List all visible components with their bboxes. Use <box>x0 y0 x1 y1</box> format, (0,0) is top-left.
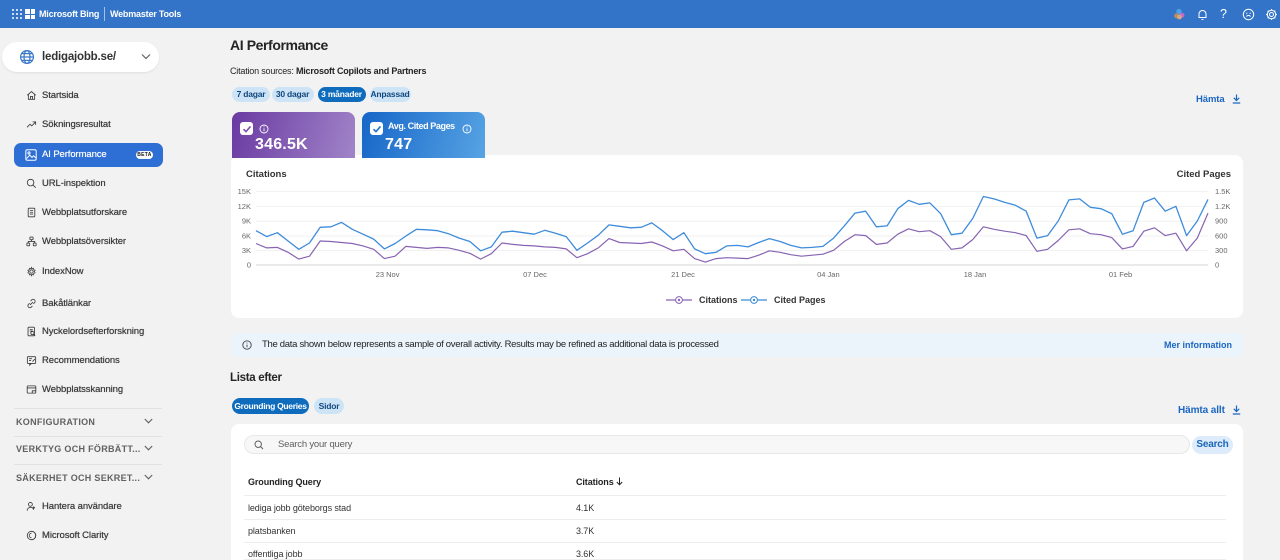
svg-text:300: 300 <box>1215 246 1228 255</box>
svg-text:0: 0 <box>247 261 251 270</box>
svg-text:01 Feb: 01 Feb <box>1109 270 1132 279</box>
svg-text:Cited Pages: Cited Pages <box>774 295 826 305</box>
svg-text:07 Dec: 07 Dec <box>523 270 547 279</box>
svg-text:Cited Pages: Cited Pages <box>1177 169 1231 180</box>
svg-text:Citations: Citations <box>699 295 738 305</box>
svg-text:900: 900 <box>1215 217 1228 226</box>
svg-text:21 Dec: 21 Dec <box>671 270 695 279</box>
svg-text:9K: 9K <box>242 217 251 226</box>
svg-text:04 Jan: 04 Jan <box>817 270 840 279</box>
svg-text:1.5K: 1.5K <box>1215 187 1230 196</box>
svg-text:15K: 15K <box>238 187 251 196</box>
svg-text:18 Jan: 18 Jan <box>964 270 987 279</box>
svg-text:23 Nov: 23 Nov <box>376 270 400 279</box>
svg-text:1.2K: 1.2K <box>1215 202 1230 211</box>
svg-text:0: 0 <box>1215 261 1219 270</box>
svg-text:12K: 12K <box>238 202 251 211</box>
svg-text:600: 600 <box>1215 232 1228 241</box>
svg-text:6K: 6K <box>242 232 251 241</box>
svg-text:3K: 3K <box>242 246 251 255</box>
svg-text:Citations: Citations <box>246 169 287 180</box>
